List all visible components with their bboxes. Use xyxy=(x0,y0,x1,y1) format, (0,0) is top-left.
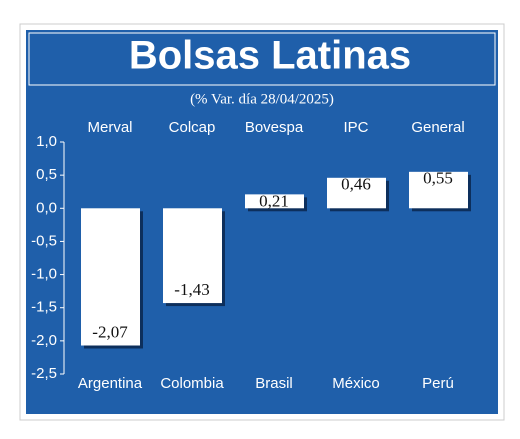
y-tick-label: 1,0 xyxy=(36,133,57,150)
bar xyxy=(163,208,222,304)
x-tick-label: Colombia xyxy=(160,375,224,392)
y-tick-label: -2,0 xyxy=(31,332,57,349)
chart-subtitle: (% Var. día 28/04/2025) xyxy=(190,91,334,107)
index-label: Merval xyxy=(87,119,132,136)
bar xyxy=(409,171,468,209)
value-label: -2,07 xyxy=(92,322,128,341)
y-tick-label: 0,5 xyxy=(36,166,57,183)
y-tick-label: -1,5 xyxy=(31,299,57,316)
x-tick-label: Perú xyxy=(422,375,454,392)
x-tick-label: Argentina xyxy=(78,375,143,392)
value-label: 0,46 xyxy=(341,175,371,194)
value-label: 0,55 xyxy=(423,169,453,188)
value-label: 0,21 xyxy=(259,191,289,210)
index-label: IPC xyxy=(343,119,368,136)
bar xyxy=(81,208,140,346)
index-label: Colcap xyxy=(169,119,216,136)
bar xyxy=(327,177,386,209)
y-tick-label: -0,5 xyxy=(31,232,57,249)
index-label: Bovespa xyxy=(245,119,304,136)
y-tick-label: -2,5 xyxy=(31,365,57,382)
y-tick-label: -1,0 xyxy=(31,266,57,283)
chart-title: Bolsas Latinas xyxy=(129,34,411,78)
x-tick-label: Brasil xyxy=(255,375,293,392)
x-tick-label: México xyxy=(332,375,380,392)
y-tick-label: 0,0 xyxy=(36,199,57,216)
title-box xyxy=(28,32,496,86)
bar xyxy=(245,194,304,209)
index-label: General xyxy=(411,119,464,136)
value-label: -1,43 xyxy=(174,280,209,299)
